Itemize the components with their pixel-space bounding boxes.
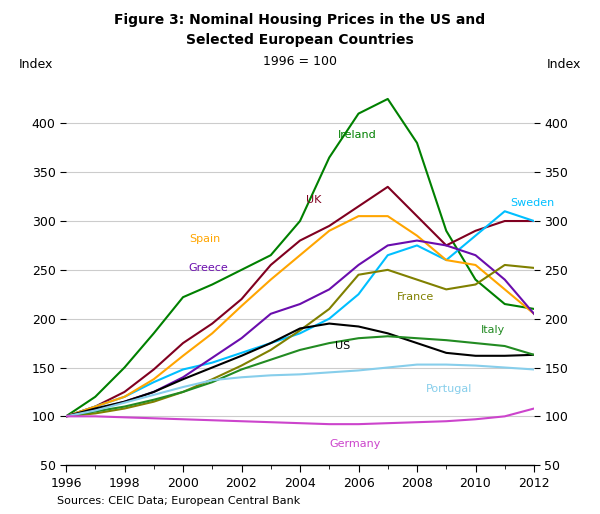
Text: Portugal: Portugal — [426, 384, 472, 394]
Text: Figure 3: Nominal Housing Prices in the US and: Figure 3: Nominal Housing Prices in the … — [115, 13, 485, 27]
Text: Ireland: Ireland — [338, 130, 377, 140]
Text: Index: Index — [547, 58, 581, 70]
Text: US: US — [335, 341, 350, 351]
Text: Greece: Greece — [189, 263, 229, 273]
Text: France: France — [397, 292, 434, 302]
Text: Italy: Italy — [481, 325, 506, 336]
Text: 1996 = 100: 1996 = 100 — [263, 55, 337, 68]
Text: UK: UK — [306, 194, 321, 205]
Text: Spain: Spain — [189, 233, 220, 244]
Text: Index: Index — [19, 58, 53, 70]
Text: Germany: Germany — [329, 438, 380, 449]
Text: Sweden: Sweden — [511, 198, 555, 209]
Text: Sources: CEIC Data; European Central Bank: Sources: CEIC Data; European Central Ban… — [57, 497, 300, 506]
Text: Selected European Countries: Selected European Countries — [186, 33, 414, 47]
